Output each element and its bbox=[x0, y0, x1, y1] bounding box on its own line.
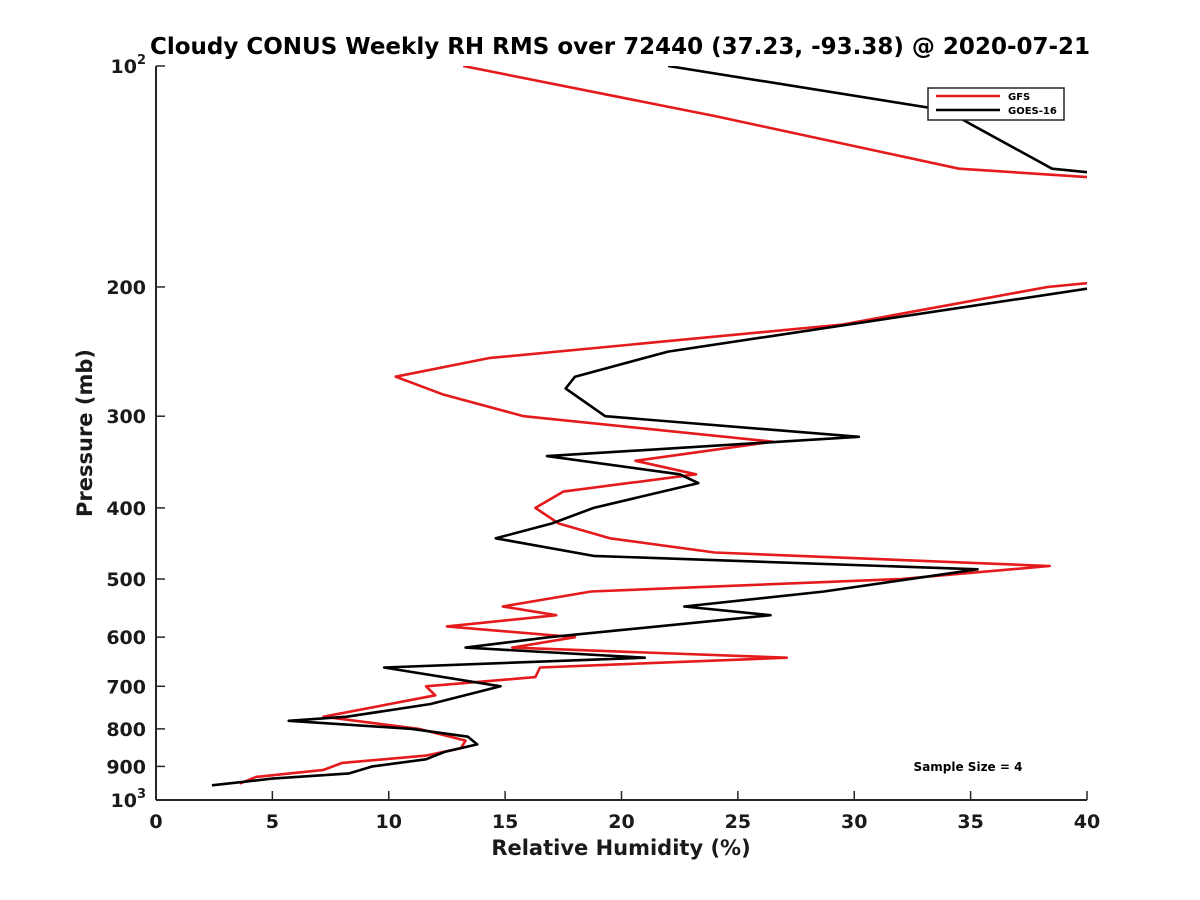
x-tick-label: 20 bbox=[608, 811, 634, 833]
series-line-goes16 bbox=[211, 66, 1087, 787]
y-tick-label: 500 bbox=[106, 569, 146, 591]
x-tick-label: 15 bbox=[492, 811, 518, 833]
legend-label-goes16: GOES-16 bbox=[1008, 106, 1057, 117]
y-tick-label: 600 bbox=[106, 627, 146, 649]
y-tick-label: 300 bbox=[106, 406, 146, 428]
legend-label-gfs: GFS bbox=[1008, 92, 1030, 103]
x-tick-label: 5 bbox=[266, 811, 279, 833]
y-tick-label: 103 bbox=[111, 787, 147, 812]
y-axis-label: Pressure (mb) bbox=[73, 349, 97, 517]
y-tick-label: 102 bbox=[111, 53, 147, 78]
x-tick-label: 10 bbox=[376, 811, 402, 833]
chart-title: Cloudy CONUS Weekly RH RMS over 72440 (3… bbox=[150, 34, 1090, 60]
legend-box bbox=[927, 87, 1065, 121]
x-tick-label: 0 bbox=[149, 811, 162, 833]
x-ticks: 0 5 10 15 20 25 30 35 40 bbox=[149, 791, 1100, 833]
y-tick-label: 700 bbox=[106, 676, 146, 698]
series-line-gfs bbox=[239, 66, 1087, 785]
y-ticks: 102 200 300 400 500 600 700 800 900 103 bbox=[106, 53, 165, 812]
x-axis-label: Relative Humidity (%) bbox=[491, 836, 750, 860]
series-layer bbox=[211, 66, 1087, 787]
x-tick-label: 40 bbox=[1074, 811, 1100, 833]
y-tick-label: 800 bbox=[106, 719, 146, 741]
y-tick-label: 400 bbox=[106, 498, 146, 520]
x-tick-label: 25 bbox=[725, 811, 751, 833]
x-tick-label: 35 bbox=[957, 811, 983, 833]
y-tick-label: 900 bbox=[106, 756, 146, 778]
x-tick-label: 30 bbox=[841, 811, 867, 833]
y-tick-label: 200 bbox=[106, 277, 146, 299]
legend: GFS GOES-16 bbox=[927, 87, 1065, 121]
plot-area: 0 5 10 15 20 25 30 35 40 102 200 300 400 500 600 700 80… bbox=[106, 53, 1100, 833]
sample-size-annotation: Sample Size = 4 bbox=[914, 760, 1023, 774]
